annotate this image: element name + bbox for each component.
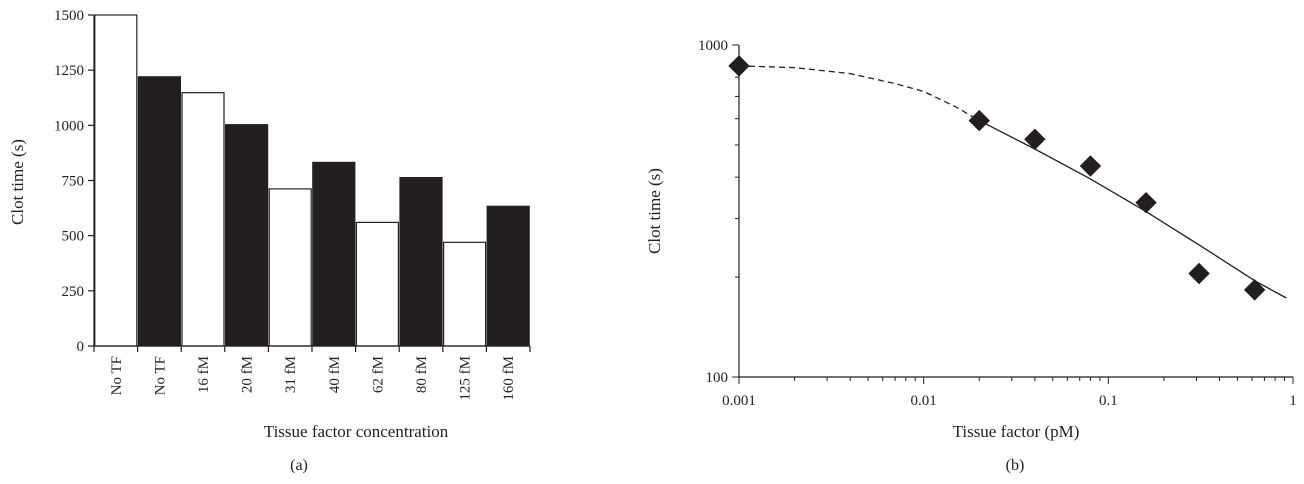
diamond-marker	[968, 109, 990, 132]
x-tick-label: 20 fM	[240, 356, 256, 393]
fit-curve-solid	[979, 120, 1287, 299]
bar	[181, 92, 225, 347]
y-tick-label: 0	[77, 339, 85, 355]
bar-series	[94, 14, 530, 347]
x-axis-ticks: No TF No TF 16 fM 20 fM 31 fM 40 fM 62 fM 80 fM…	[93, 346, 531, 401]
diamond-marker	[1243, 279, 1266, 301]
panel-a-bar-chart: 0 250 500 750 1000 1250 1500 No TF No TF 16 fM 20…	[8, 8, 531, 474]
y-tick-label: 750	[62, 174, 85, 190]
x-tick-label: No TF	[109, 356, 125, 395]
bar	[268, 188, 312, 347]
diamond-marker	[728, 55, 750, 77]
x-tick-label: 40 fM	[327, 356, 343, 393]
y-tick-label: 250	[62, 284, 85, 300]
diamond-marker	[1024, 128, 1046, 150]
x-tick-label: 0.001	[722, 393, 756, 409]
x-axis-label: Tissue factor concentration	[264, 422, 449, 441]
x-axis-ticks: 0.001 0.01 0.1 1	[722, 377, 1297, 409]
x-tick-label: No TF	[152, 356, 168, 395]
x-tick-label: 125 fM	[458, 356, 474, 401]
x-tick-label: 0.1	[1099, 393, 1118, 409]
x-tick-label: 80 fM	[414, 356, 430, 393]
y-tick-label: 100	[706, 370, 729, 386]
x-axis-label: Tissue factor (pM)	[953, 422, 1080, 441]
x-tick-label: 1	[1289, 393, 1297, 409]
y-tick-label: 1500	[54, 8, 84, 24]
x-tick-label: 16 fM	[196, 356, 212, 393]
x-tick-label: 160 fM	[501, 356, 517, 401]
bar	[355, 221, 399, 347]
x-tick-label: 31 fM	[283, 356, 299, 393]
x-tick-label: 0.01	[911, 393, 937, 409]
y-axis-label: Clot time (s)	[645, 168, 664, 254]
diamond-marker	[1188, 262, 1210, 285]
fit-curve-dashed	[738, 65, 980, 122]
bar	[443, 241, 487, 347]
bar	[486, 205, 530, 347]
y-tick-label: 500	[62, 229, 85, 245]
x-tick-label: 62 fM	[370, 356, 386, 393]
bar	[399, 177, 443, 347]
diamond-marker	[1079, 155, 1102, 177]
y-tick-label: 1000	[698, 38, 728, 54]
y-axis-ticks: 100 1000	[698, 38, 739, 386]
y-tick-label: 1000	[54, 118, 84, 134]
bar	[312, 161, 356, 347]
bar	[137, 76, 181, 347]
y-tick-label: 1250	[54, 63, 84, 79]
data-points	[728, 55, 1266, 301]
diamond-marker	[1135, 191, 1157, 214]
bar	[94, 14, 138, 347]
bar	[225, 124, 269, 347]
y-axis-ticks: 0 250 500 750 1000 1250 1500	[54, 8, 94, 355]
panel-label-b: (b)	[1006, 457, 1025, 474]
panel-b-scatter-chart: 0.001 0.01 0.1 1 100 1000 Clot time (s) Tiss…	[645, 38, 1297, 474]
panel-label-a: (a)	[290, 457, 308, 474]
y-axis-label: Clot time (s)	[8, 139, 27, 225]
